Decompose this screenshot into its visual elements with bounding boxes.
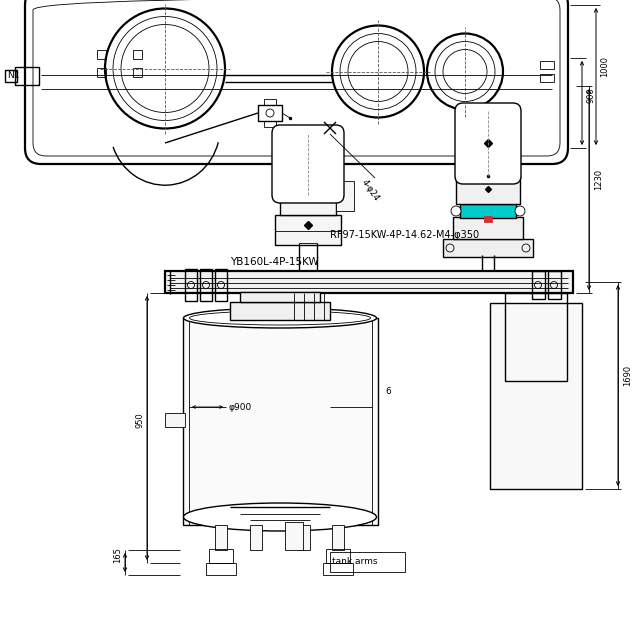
FancyBboxPatch shape bbox=[455, 103, 521, 184]
Bar bbox=[548, 271, 561, 299]
Text: YB160L-4P-15KW: YB160L-4P-15KW bbox=[230, 257, 319, 267]
Text: 4-φ24: 4-φ24 bbox=[360, 177, 381, 202]
Bar bbox=[505, 293, 567, 381]
Bar bbox=[97, 67, 106, 77]
Text: 1000: 1000 bbox=[600, 56, 609, 77]
Bar bbox=[460, 204, 516, 218]
Circle shape bbox=[451, 206, 461, 216]
Ellipse shape bbox=[184, 308, 376, 328]
Text: 6: 6 bbox=[385, 387, 391, 397]
Bar bbox=[250, 525, 262, 550]
Bar bbox=[326, 549, 350, 563]
Bar bbox=[240, 292, 320, 302]
Text: N1: N1 bbox=[7, 71, 19, 80]
Text: φ900: φ900 bbox=[228, 403, 252, 412]
Bar bbox=[532, 271, 545, 299]
Bar bbox=[200, 269, 212, 301]
FancyBboxPatch shape bbox=[272, 125, 344, 203]
Bar bbox=[97, 49, 106, 58]
Bar bbox=[275, 215, 341, 245]
Bar bbox=[323, 563, 353, 575]
Text: 1230: 1230 bbox=[594, 169, 603, 190]
Text: 900: 900 bbox=[586, 87, 595, 103]
Bar bbox=[484, 216, 492, 222]
Text: 950: 950 bbox=[135, 412, 144, 428]
Bar bbox=[189, 318, 372, 525]
Bar bbox=[540, 74, 554, 81]
Bar bbox=[540, 61, 554, 68]
Bar bbox=[285, 522, 303, 550]
Bar bbox=[206, 563, 236, 575]
Bar bbox=[453, 217, 523, 239]
Text: tank arms: tank arms bbox=[332, 557, 378, 566]
Text: RF97-15KW-4P-14.62-M4-φ350: RF97-15KW-4P-14.62-M4-φ350 bbox=[330, 230, 479, 240]
Bar bbox=[264, 121, 276, 127]
Bar bbox=[332, 525, 344, 550]
Text: 165: 165 bbox=[113, 547, 122, 563]
Bar bbox=[456, 176, 520, 204]
Bar bbox=[15, 67, 39, 84]
Bar bbox=[490, 303, 582, 489]
Bar bbox=[336, 181, 354, 211]
Bar bbox=[5, 70, 17, 81]
Bar bbox=[443, 239, 533, 257]
Bar bbox=[330, 552, 405, 572]
Bar bbox=[215, 525, 227, 550]
Bar bbox=[133, 49, 142, 58]
Bar bbox=[183, 318, 378, 525]
Bar bbox=[133, 67, 142, 77]
Ellipse shape bbox=[184, 503, 376, 531]
Bar bbox=[230, 302, 330, 320]
Bar bbox=[264, 99, 276, 105]
Bar bbox=[185, 269, 197, 301]
Text: 1690: 1690 bbox=[623, 365, 632, 386]
Bar bbox=[209, 549, 233, 563]
Circle shape bbox=[515, 206, 525, 216]
FancyBboxPatch shape bbox=[25, 0, 568, 164]
Bar bbox=[258, 105, 282, 121]
Bar bbox=[298, 525, 310, 550]
Bar bbox=[280, 195, 336, 215]
Bar bbox=[165, 271, 573, 293]
Bar bbox=[215, 269, 227, 301]
Bar bbox=[165, 413, 185, 427]
